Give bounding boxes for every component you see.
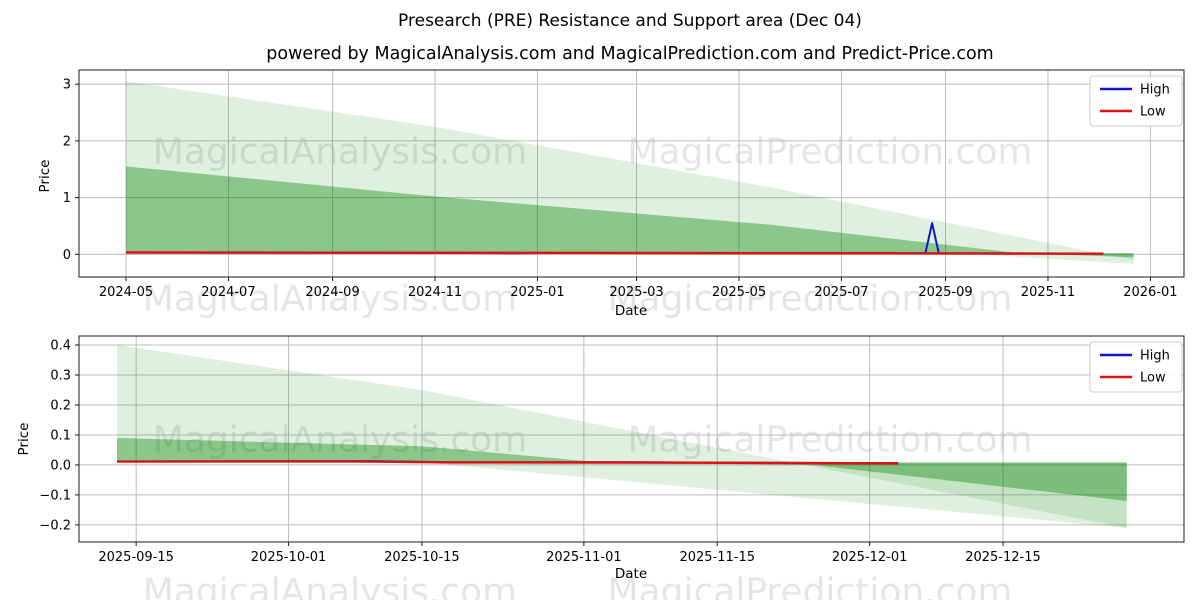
band-resistance-outer	[126, 81, 1134, 260]
plot-border	[78, 69, 1185, 278]
figure-title: Presearch (PRE) Resistance and Support a…	[398, 11, 862, 31]
x-tick-label: 2025-07	[814, 285, 868, 300]
y-tick-label: 1	[63, 191, 71, 206]
bottom-chart-ylabel: Price	[16, 422, 32, 456]
y-tick-label: 0.2	[50, 398, 71, 413]
legend-label-low: Low	[1140, 371, 1166, 386]
bottom-chart-xlabel: Date	[614, 566, 648, 582]
line-low	[125, 251, 1104, 255]
x-tick-label: 2025-10-01	[251, 550, 327, 565]
y-tick-label: 0.1	[50, 428, 71, 443]
plot-border	[78, 335, 1185, 543]
x-tick-label: 2025-11-15	[679, 550, 755, 565]
x-tick-label: 2024-11	[408, 285, 462, 300]
x-tick-label: 2024-07	[201, 285, 255, 300]
top-chart-xlabel: Date	[614, 303, 648, 319]
legend-label-high: High	[1140, 349, 1170, 364]
x-tick-label: 2025-05	[712, 285, 766, 300]
x-tick-label: 2025-12-15	[965, 550, 1041, 565]
x-tick-label: 2025-01	[510, 285, 564, 300]
line-low	[117, 460, 899, 465]
y-tick-label: −0.1	[39, 488, 71, 503]
y-tick-label: 3	[63, 78, 71, 93]
legend: High Low	[1089, 341, 1183, 393]
legend-label-low: Low	[1140, 105, 1166, 120]
y-tick-label: −0.2	[39, 518, 71, 533]
x-tick-label: 2025-03	[609, 285, 663, 300]
bottom-chart: 2025-09-15 2025-10-01 2025-10-15 2025-11-01…	[39, 335, 1185, 565]
x-tick-label: 2024-05	[99, 285, 153, 300]
top-chart: 2024-05 2024-07 2024-09 2024-11 2025-01 2025-…	[63, 69, 1185, 300]
y-tick-label: 0	[63, 248, 71, 263]
band-resistance-inner	[126, 166, 1134, 258]
x-tick-label: 2024-09	[305, 285, 359, 300]
band-resistance-outer	[117, 345, 1127, 528]
x-tick-label: 2025-11	[1021, 285, 1075, 300]
y-tick-label: 0.0	[50, 458, 71, 473]
x-tick-label: 2025-09-15	[98, 550, 174, 565]
band-support-outer	[117, 462, 1127, 528]
y-tick-label: 0.4	[50, 338, 71, 353]
x-tick-label: 2025-11-01	[546, 550, 622, 565]
y-tick-label: 0.3	[50, 368, 71, 383]
x-tick-label: 2025-12-01	[832, 550, 908, 565]
top-chart-ylabel: Price	[37, 159, 53, 193]
legend: High Low	[1089, 75, 1183, 127]
x-tick-label: 2025-09	[918, 285, 972, 300]
y-tick-label: 2	[63, 134, 71, 149]
x-tick-label: 2025-10-15	[384, 550, 460, 565]
band-resistance-inner	[117, 438, 1127, 501]
legend-label-high: High	[1140, 83, 1170, 98]
band-support-outer	[126, 253, 1134, 264]
figure-subtitle: powered by MagicalAnalysis.com and Magic…	[266, 44, 994, 64]
x-tick-label: 2026-01	[1123, 285, 1177, 300]
